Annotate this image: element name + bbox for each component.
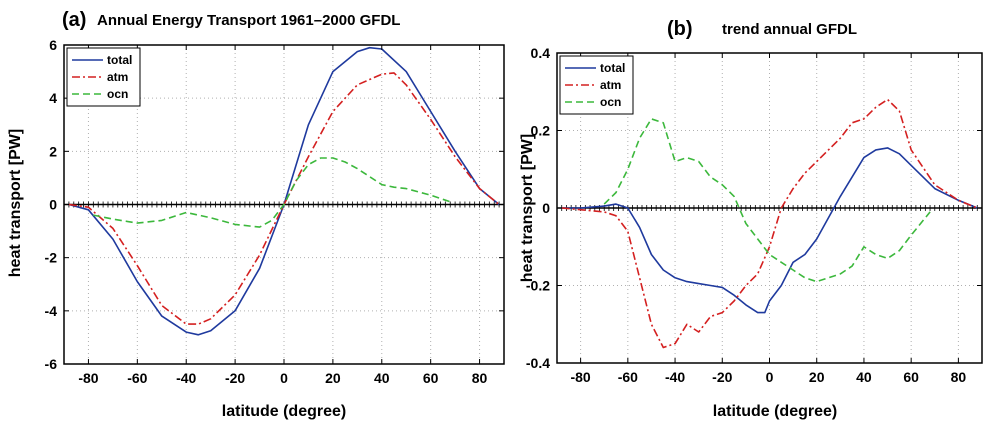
panel-b-y-tick-label: 0.2 — [531, 123, 551, 139]
panel-b-legend-atm-label: atm — [600, 78, 621, 92]
panel-a-x-tick-label: 80 — [472, 370, 488, 386]
panel-a-y-tick-label: 4 — [49, 90, 57, 106]
panel-b-label: (b) — [667, 18, 693, 40]
panel-a-chart: (a) Annual Energy Transport 1961–2000 GF… — [7, 9, 505, 420]
panel-a-x-tick-label: -20 — [225, 370, 245, 386]
panel-a-legend-ocn-label: ocn — [107, 87, 128, 101]
panel-b-series-atm-line — [561, 98, 978, 349]
panel-a-y-tick-label: -2 — [45, 250, 58, 266]
panel-a-title: Annual Energy Transport 1961–2000 GFDL — [97, 12, 400, 29]
panel-b-y-tick-label: 0 — [542, 200, 550, 216]
panel-b-x-tick-label: -40 — [665, 369, 685, 385]
panel-a-x-tick-label: 20 — [325, 370, 341, 386]
panel-a-y-tick-label: 0 — [49, 197, 57, 213]
panel-b-x-tick-label: 20 — [809, 369, 825, 385]
panel-a-x-tick-label: -40 — [176, 370, 196, 386]
panel-a-series-ocn-line — [93, 157, 451, 228]
panel-b-y-tick-label: 0.4 — [531, 45, 551, 61]
panel-a-series-atm-line — [68, 72, 500, 325]
panel-a-legend-total-label: total — [107, 53, 132, 67]
panel-a-x-tick-label: 40 — [374, 370, 390, 386]
panel-b-series-ocn-line — [603, 118, 931, 283]
panel-b-y-tick-label: -0.4 — [526, 355, 550, 371]
panel-b-legend-total-label: total — [600, 61, 625, 75]
panel-b-title: trend annual GFDL — [722, 21, 857, 38]
panel-a-y-tick-label: -6 — [45, 356, 58, 372]
panel-b-x-tick-label: 0 — [766, 369, 774, 385]
panel-a-x-tick-label: -60 — [127, 370, 147, 386]
panel-b-series-total-line — [561, 147, 978, 314]
panel-b-y-axis-label: heat transport [PW] — [519, 134, 536, 282]
panel-a-x-tick-label: 0 — [280, 370, 288, 386]
panel-b-legend-ocn-label: ocn — [600, 95, 621, 109]
panel-a-y-axis-label: heat transport [PW] — [7, 129, 24, 277]
panel-b-x-tick-label: 80 — [951, 369, 967, 385]
panel-a-y-tick-label: -4 — [45, 303, 58, 319]
panel-b-x-axis-label: latitude (degree) — [713, 403, 837, 420]
panel-b-x-tick-label: 60 — [903, 369, 919, 385]
panel-b-y-tick-label: -0.2 — [526, 278, 550, 294]
panel-a-x-tick-label: 60 — [423, 370, 439, 386]
panel-b-x-tick-label: -60 — [618, 369, 638, 385]
panel-b-x-tick-label: -80 — [570, 369, 590, 385]
panel-a-x-axis-label: latitude (degree) — [222, 403, 346, 420]
panel-b-chart: (b) trend annual GFDL latitude (degree) … — [519, 18, 983, 420]
panel-a-label: (a) — [62, 9, 86, 31]
panel-a-x-tick-label: -80 — [78, 370, 98, 386]
panel-b-x-tick-label: 40 — [856, 369, 872, 385]
panel-a-y-tick-label: 6 — [49, 37, 57, 53]
panel-b-x-tick-label: -20 — [712, 369, 732, 385]
panel-a-y-tick-label: 2 — [49, 143, 57, 159]
panel-a-legend-atm-label: atm — [107, 70, 128, 84]
